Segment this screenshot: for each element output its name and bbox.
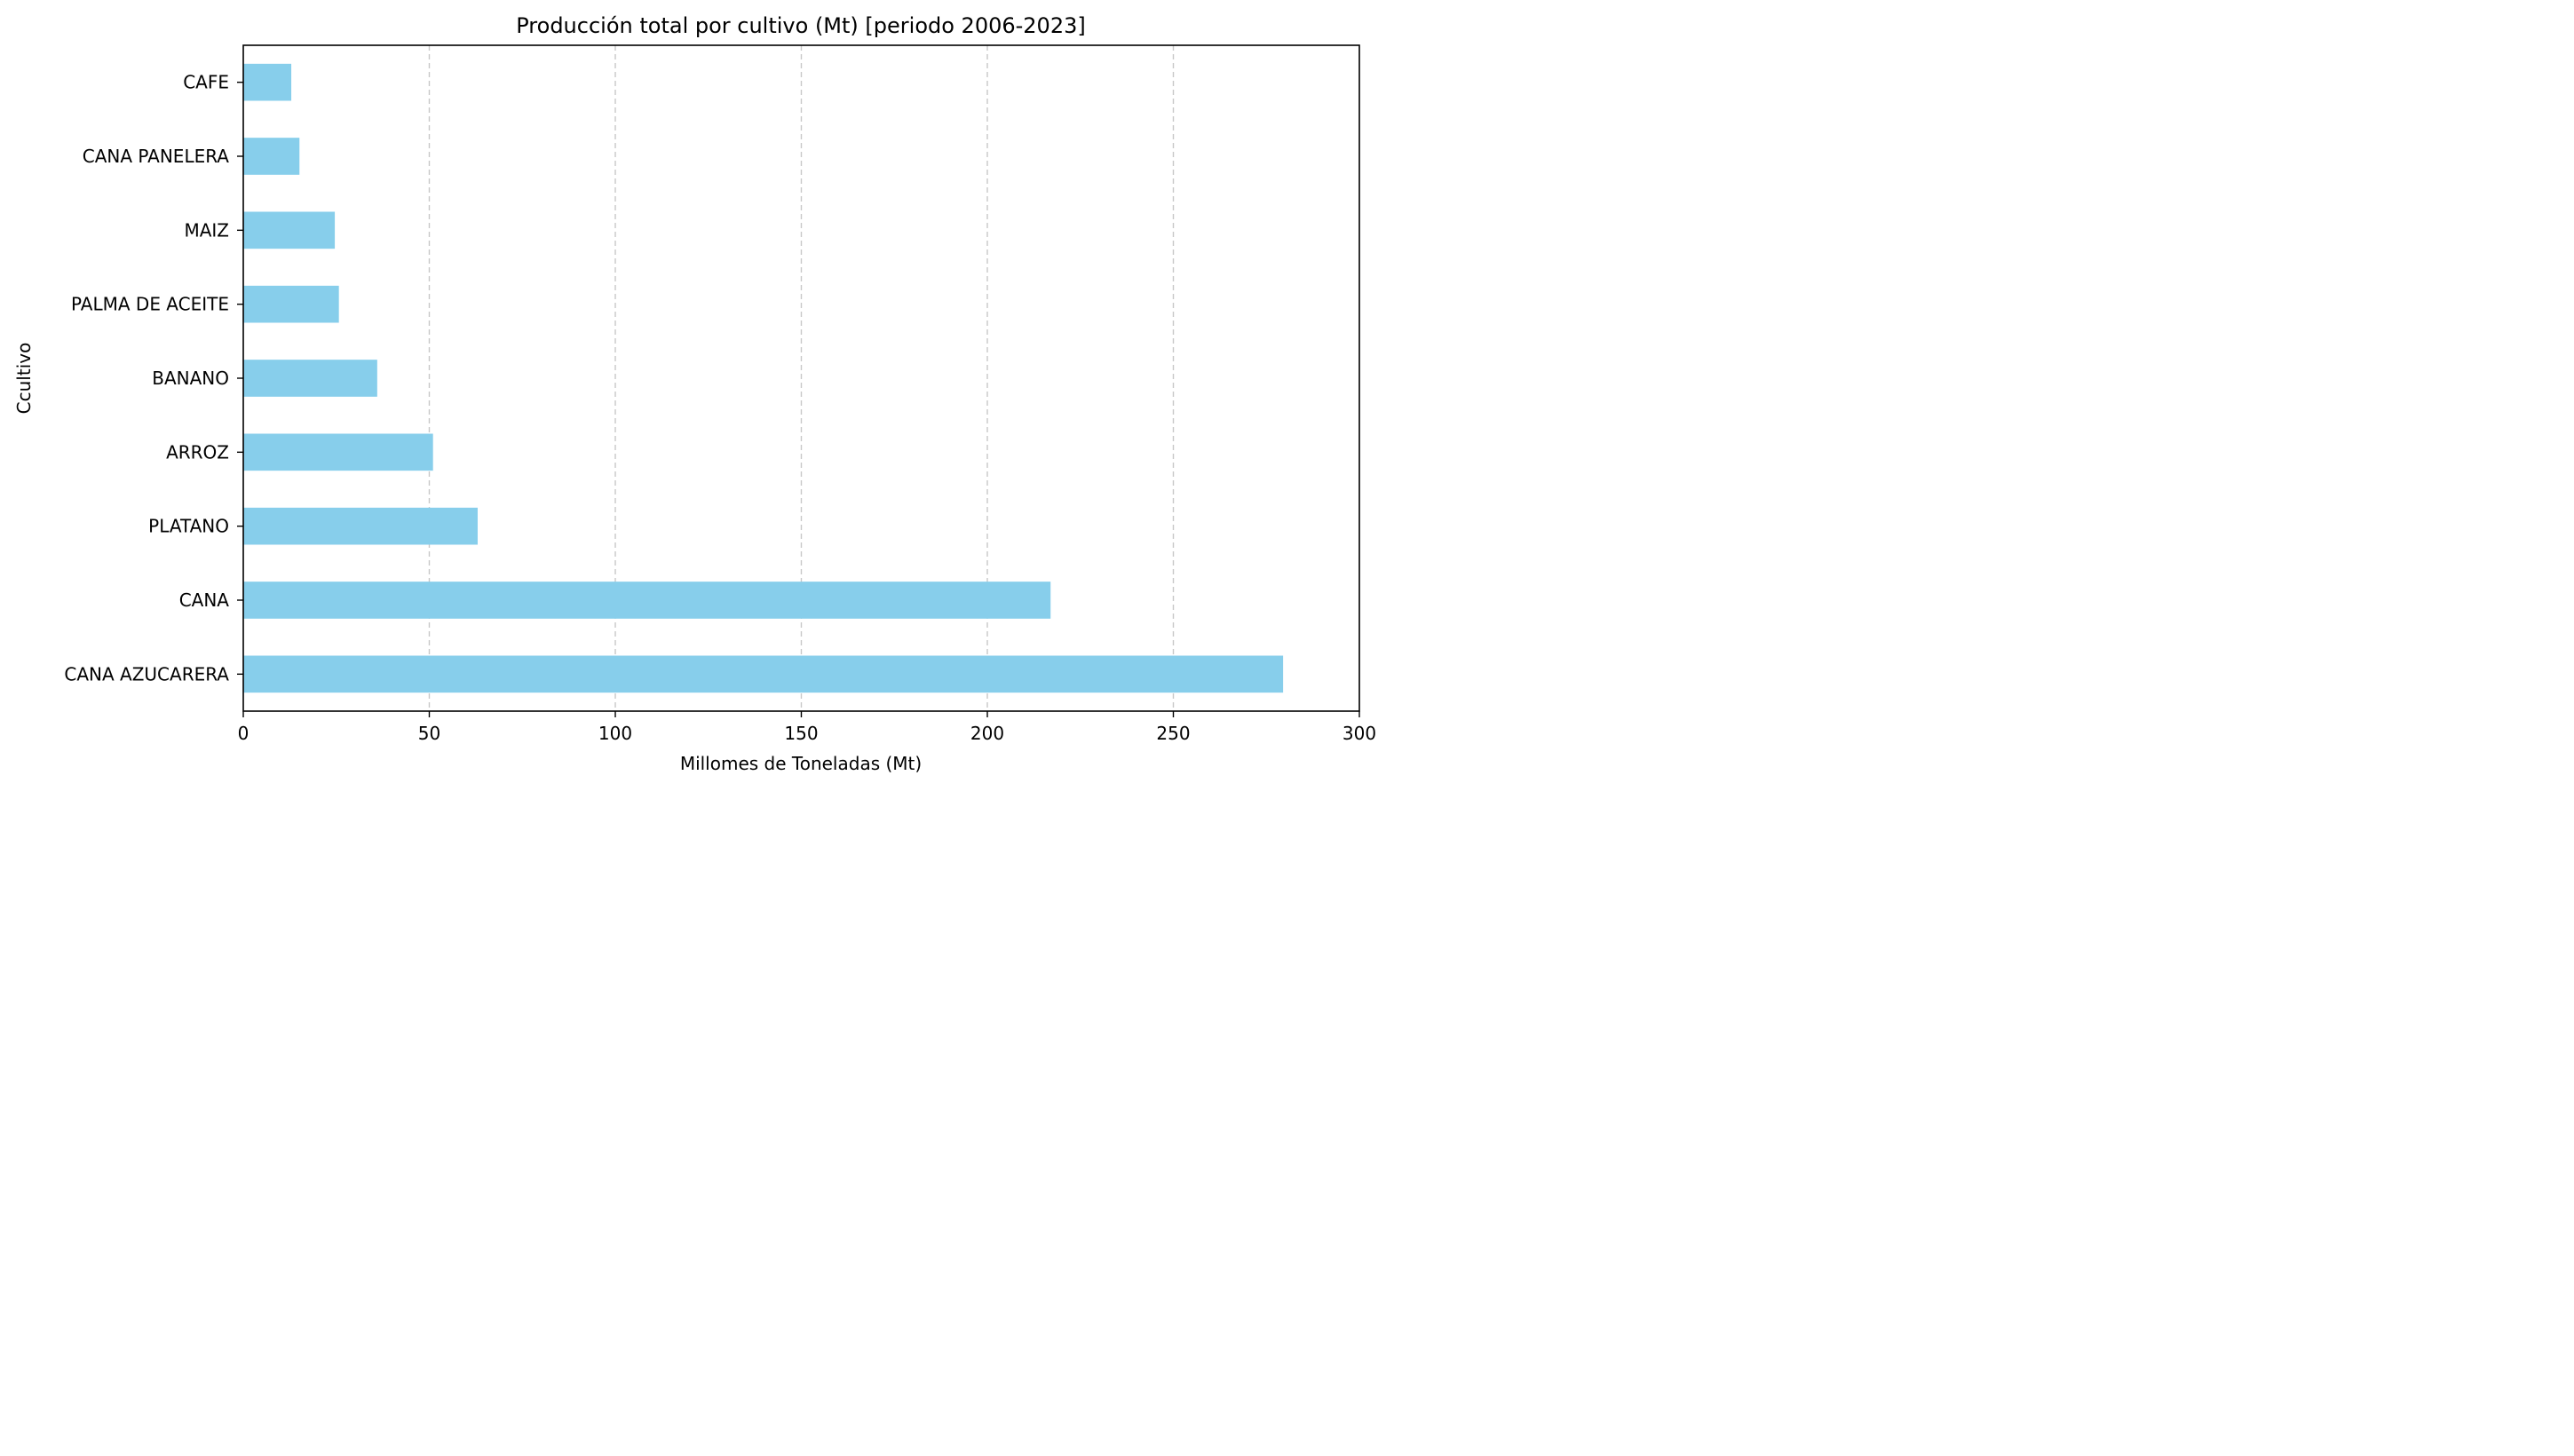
y-axis-ticks: CANA AZUCARERA CANA PLATANO ARROZ BANANO PALM… [64,72,243,684]
y-tick-label: CANA AZUCARERA [64,663,229,684]
x-tick-label: 250 [1156,723,1190,744]
x-axis-title: Millomes de Toneladas (Mt) [680,753,922,774]
y-tick-label: BANANO [152,368,229,389]
y-tick-label: MAIZ [184,219,229,241]
x-tick-label: 200 [970,723,1004,744]
chart-title: Producción total por cultivo (Mt) [perio… [516,13,1085,38]
y-tick-label: PALMA DE ACEITE [71,294,229,315]
bar [243,433,433,471]
y-tick-label: CANA [179,590,230,611]
x-axis-ticks: 0 50 100 150 200 250 300 [238,711,1376,744]
x-tick-label: 0 [238,723,249,744]
bars [243,63,1284,693]
bar [243,138,300,175]
x-tick-label: 100 [598,723,632,744]
y-tick-label: CANA PANELERA [83,146,230,167]
y-axis-title: Ccultivo [13,343,35,415]
bar-chart: Producción total por cultivo (Mt) [perio… [13,13,1376,774]
x-tick-label: 150 [784,723,818,744]
x-tick-label: 50 [418,723,440,744]
y-tick-label: ARROZ [166,441,229,463]
chart-container: Producción total por cultivo (Mt) [perio… [0,0,1392,787]
bar [243,211,336,249]
y-tick-label: CAFE [183,72,229,93]
y-tick-label: PLATANO [148,516,229,537]
x-tick-label: 300 [1342,723,1376,744]
bar [243,655,1284,693]
bar [243,582,1051,619]
bar [243,285,339,323]
bar [243,360,377,397]
bar [243,507,478,545]
bar [243,63,292,101]
